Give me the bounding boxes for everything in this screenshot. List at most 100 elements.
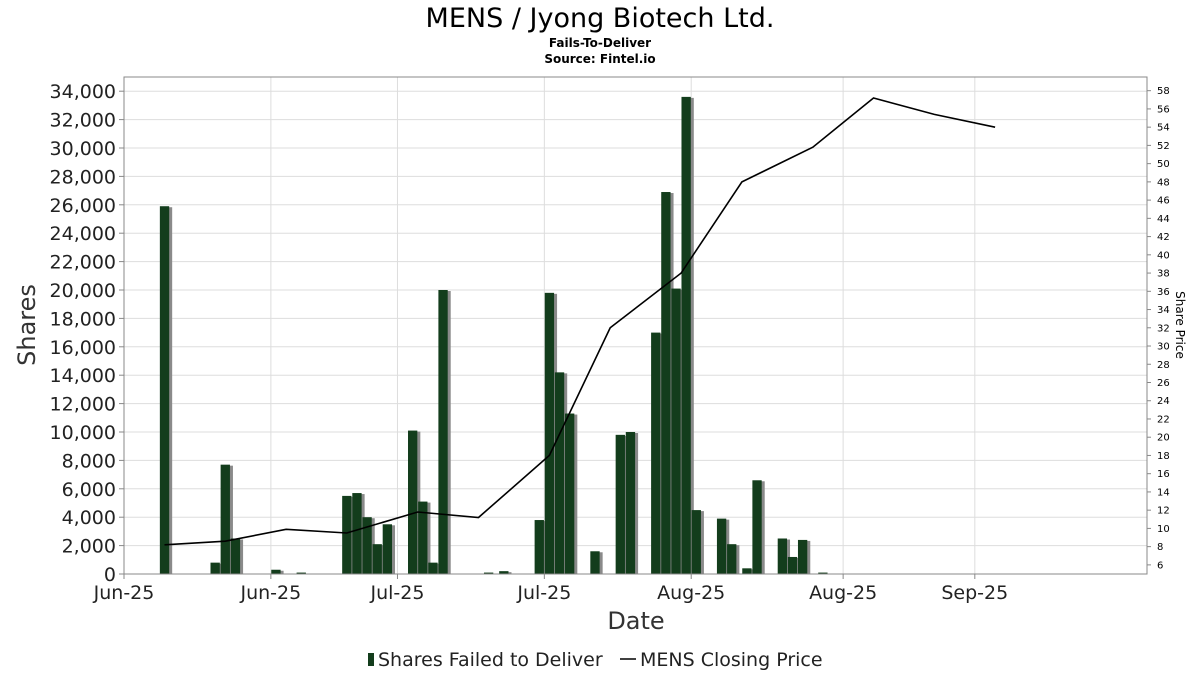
y-tick-label: 34,000: [50, 81, 116, 103]
ftd-bar: [372, 544, 382, 574]
y2-tick-label: 46: [1157, 196, 1170, 207]
chart-source: Source: Fintel.io: [544, 52, 655, 66]
ftd-bar: [499, 571, 509, 574]
y2-tick-label: 30: [1157, 342, 1170, 353]
ftd-bar: [797, 539, 808, 574]
ftd-bar: [362, 517, 372, 574]
x-axis-label: Date: [607, 607, 664, 635]
price-line: [164, 97, 996, 546]
ftd-bar: [716, 518, 727, 574]
x-tick-label: Jun-25: [93, 582, 155, 604]
ftd-bar: [342, 495, 352, 574]
y2-axis-label: Share Price: [1173, 291, 1187, 359]
y-tick-label: 2,000: [62, 536, 116, 558]
x-tick-label: Sep-25: [941, 582, 1008, 604]
x-tick-label: Jun-25: [239, 582, 301, 604]
x-tick-label: Jul-25: [516, 582, 571, 604]
ftd-bar: [534, 520, 544, 574]
ftd-bar: [752, 480, 762, 574]
y2-tick-label: 24: [1157, 396, 1170, 407]
ftd-bar: [428, 562, 438, 574]
y2-tick-label: 6: [1157, 560, 1163, 571]
legend-price-label: MENS Closing Price: [640, 649, 823, 671]
ftd-bar: [220, 464, 230, 574]
y2-tick-label: 18: [1157, 451, 1170, 462]
ftd-bar: [408, 430, 418, 574]
y2-tick-label: 14: [1157, 487, 1170, 498]
chart-subtitle: Fails-To-Deliver: [549, 36, 651, 50]
ftd-bar: [352, 493, 362, 574]
ftd-bar: [554, 372, 565, 574]
y2-tick-label: 16: [1157, 469, 1170, 480]
y-tick-label: 12,000: [50, 394, 116, 416]
y2-tick-label: 58: [1157, 86, 1170, 97]
y-tick-label: 24,000: [50, 223, 116, 245]
ftd-bar: [651, 332, 661, 574]
y2-tick-label: 54: [1157, 123, 1170, 134]
y-tick-label: 28,000: [50, 166, 116, 188]
y2-tick-label: 36: [1157, 287, 1170, 298]
x-tick-label: Aug-25: [657, 582, 725, 604]
y2-tick-label: 12: [1157, 506, 1170, 517]
ftd-bars: [159, 96, 831, 574]
y2-tick-label: 10: [1157, 524, 1170, 535]
closing-price-line: [164, 97, 996, 546]
y2-tick-label: 20: [1157, 433, 1170, 444]
y2-tick-label: 56: [1157, 104, 1170, 115]
y2-tick-label: 50: [1157, 159, 1170, 170]
ftd-bar: [691, 510, 701, 574]
chart-title: MENS / Jyong Biotech Ltd.: [426, 3, 775, 34]
y2-tick-label: 26: [1157, 378, 1170, 389]
y-tick-label: 14,000: [50, 365, 116, 387]
y-axis-label: Shares: [13, 284, 41, 366]
y-tick-label: 8,000: [62, 450, 116, 472]
ftd-bar: [230, 538, 241, 574]
legend-bar-swatch: [368, 653, 374, 666]
y-tick-label: 0: [104, 564, 116, 586]
ftd-bar: [727, 544, 737, 574]
y-tick-label: 32,000: [50, 110, 116, 132]
legend-ftd-label: Shares Failed to Deliver: [378, 649, 603, 671]
y-tick-label: 6,000: [62, 479, 116, 501]
ftd-bar: [590, 551, 600, 574]
ftd-bar: [787, 556, 798, 574]
ftd-bar: [438, 290, 448, 574]
y2-tick-label: 8: [1157, 542, 1163, 553]
y-tick-label: 22,000: [50, 252, 116, 274]
y2-tick-label: 48: [1157, 177, 1170, 188]
x-tick-label: Jul-25: [369, 582, 424, 604]
ftd-bar: [210, 562, 220, 574]
y2-tick-label: 42: [1157, 232, 1170, 243]
y-tick-label: 30,000: [50, 138, 116, 160]
y2-tick-label: 22: [1157, 414, 1170, 425]
ftd-bar: [565, 413, 575, 574]
y-tick-label: 18,000: [50, 308, 116, 330]
ftd-bar: [483, 572, 494, 574]
ftd-bar: [671, 288, 681, 574]
ftd-bar: [159, 206, 170, 574]
y-tick-label: 16,000: [50, 337, 116, 359]
ftd-bar: [271, 569, 281, 574]
plot-frame: [123, 76, 1148, 575]
ftd-bar: [681, 96, 691, 574]
y2-tick-label: 44: [1157, 214, 1170, 225]
ftd-bar: [777, 538, 788, 574]
ftd-bar: [418, 501, 428, 574]
ftd-bar: [625, 432, 636, 574]
y-tick-label: 10,000: [50, 422, 116, 444]
y2-tick-label: 40: [1157, 250, 1170, 261]
y2-tick-label: 28: [1157, 360, 1170, 371]
ftd-bar: [382, 524, 393, 574]
y2-axis: 6 8 10 12 14 16 18 20 22 24 26 28 30 32 34 36 38 40 42 44 46…: [1147, 86, 1170, 571]
ftd-bar: [544, 292, 555, 574]
y2-tick-label: 32: [1157, 323, 1170, 334]
y-tick-label: 4,000: [62, 507, 116, 529]
x-tick-label: Aug-25: [809, 582, 877, 604]
y-axis: 0 2,000 4,000 6,000 8,000 10,000 12,000 14,000 1…: [50, 81, 124, 586]
ftd-bar: [742, 568, 752, 574]
y-tick-label: 20,000: [50, 280, 116, 302]
y2-tick-label: 38: [1157, 269, 1170, 280]
ftd-bar: [818, 572, 828, 574]
y2-tick-label: 52: [1157, 141, 1170, 152]
ftd-bar: [615, 434, 625, 574]
